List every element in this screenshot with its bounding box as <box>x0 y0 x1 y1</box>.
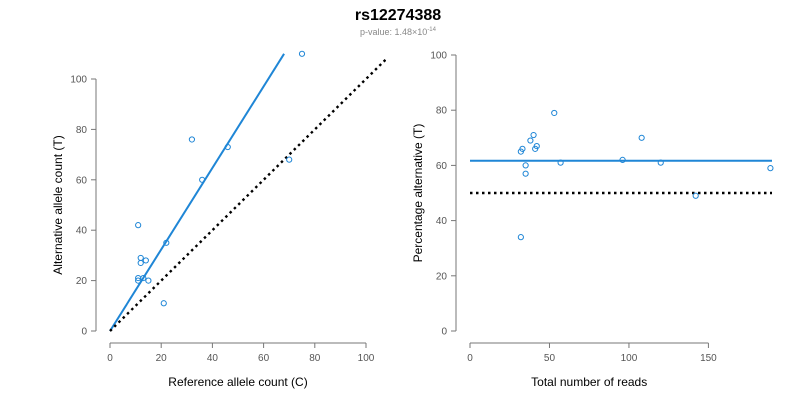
figure-title: rs12274388 <box>355 7 441 24</box>
data-point <box>142 257 149 264</box>
data-point <box>533 142 540 150</box>
data-point <box>638 134 645 141</box>
data-point <box>527 137 534 144</box>
data-point <box>160 300 167 307</box>
percentage-alternative-scatter-panel: 0 50 100 150 0 20 40 60 80 100 Total number of rea… <box>411 51 774 389</box>
y-tick-label: 20 <box>76 276 88 287</box>
data-point <box>199 176 206 183</box>
data-point <box>137 254 144 262</box>
x-tick-label: 0 <box>107 353 113 364</box>
y-tick-label: 40 <box>76 226 88 237</box>
y-tick-label: 0 <box>441 327 447 338</box>
data-point <box>522 162 529 169</box>
x-tick-label: 20 <box>156 353 168 364</box>
y-tick-label: 100 <box>430 51 447 62</box>
x-tick-label: 60 <box>258 353 270 364</box>
data-point <box>224 143 231 151</box>
y-tick-label: 20 <box>436 271 448 282</box>
x-tick-label: 0 <box>467 353 473 364</box>
data-point <box>163 239 170 246</box>
data-point <box>557 159 564 166</box>
data-point <box>619 156 626 163</box>
x-tick-label: 150 <box>700 353 717 364</box>
data-point <box>140 274 147 282</box>
regression-fit-line <box>109 53 285 332</box>
data-point <box>135 222 142 229</box>
allele-count-scatter-panel: 0 20 40 60 80 100 0 20 40 60 80 100 Reference allele… <box>51 50 386 389</box>
data-point <box>135 277 142 284</box>
reference-dotted-line <box>109 57 386 332</box>
data-point <box>522 170 529 177</box>
x-tick-label: 40 <box>207 353 219 364</box>
y-axis-title: Alternative allele count (T) <box>51 135 65 274</box>
x-axis-title: Total number of reads <box>531 375 647 389</box>
data-point <box>517 234 524 241</box>
y-tick-label: 80 <box>76 125 88 136</box>
x-tick-label: 100 <box>358 353 375 364</box>
y-tick-label: 40 <box>436 216 448 227</box>
y-axis-title: Percentage alternative (T) <box>411 124 425 263</box>
x-tick-label: 50 <box>544 353 556 364</box>
x-tick-label: 80 <box>309 353 321 364</box>
data-point <box>530 131 537 139</box>
data-point <box>188 136 196 143</box>
x-tick-label: 100 <box>621 353 638 364</box>
data-point <box>519 145 526 152</box>
figure-subtitle: p-value: 1.48×10-14 <box>360 27 437 37</box>
data-point <box>298 50 306 57</box>
y-tick-label: 60 <box>76 175 88 186</box>
data-point <box>286 156 293 163</box>
subtitle-prefix: p-value: 1.48×10 <box>360 27 427 37</box>
subtitle-exponent: -14 <box>427 27 436 33</box>
y-tick-label: 0 <box>81 327 87 338</box>
y-tick-label: 80 <box>436 106 448 117</box>
data-point <box>692 192 699 199</box>
y-tick-label: 100 <box>70 75 87 86</box>
data-point <box>551 109 558 117</box>
data-point <box>657 159 664 166</box>
x-axis-title: Reference allele count (C) <box>168 375 307 389</box>
data-point <box>145 277 152 284</box>
y-tick-label: 60 <box>436 161 448 172</box>
data-point <box>767 165 774 172</box>
data-point <box>137 259 144 267</box>
